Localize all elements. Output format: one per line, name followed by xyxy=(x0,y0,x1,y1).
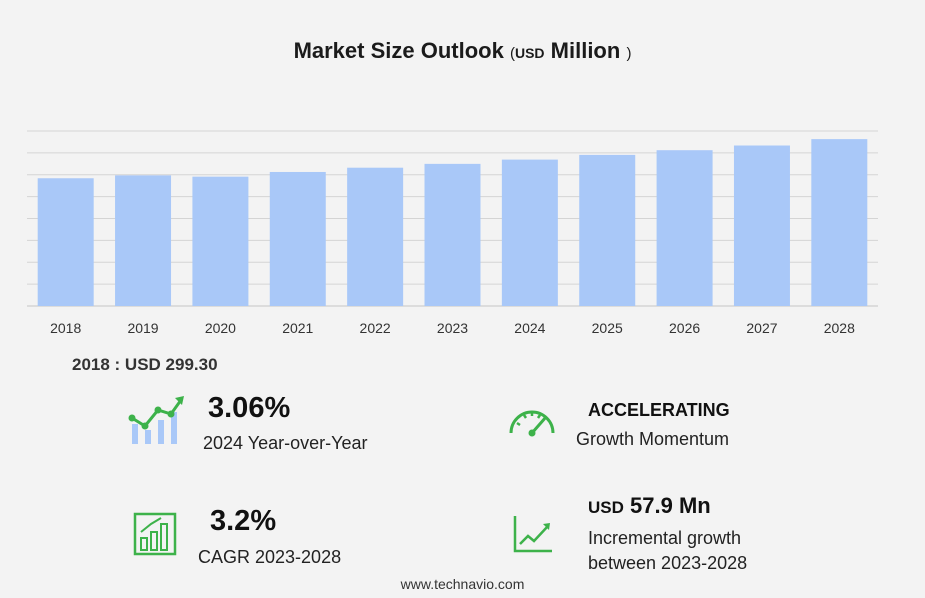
x-tick-label: 2024 xyxy=(514,320,545,336)
x-tick-label: 2028 xyxy=(824,320,855,336)
x-tick-label: 2018 xyxy=(50,320,81,336)
bar-chart: 2018 2019 2020 2021 2022 2023 2024 2025 2026 2027… xyxy=(27,130,878,336)
x-tick-label: 2019 xyxy=(127,320,158,336)
bar-2023 xyxy=(424,163,481,306)
trend-line-icon xyxy=(513,516,552,553)
x-tick-label: 2023 xyxy=(437,320,468,336)
source-footer: www.technavio.com xyxy=(400,576,525,592)
momentum-caption: Growth Momentum xyxy=(576,429,730,449)
x-tick-label: 2020 xyxy=(205,320,236,336)
title-text: Market Size Outlook xyxy=(293,38,504,63)
bar-2022 xyxy=(347,167,404,306)
cagr-caption: CAGR 2023-2028 xyxy=(198,547,342,567)
momentum-heading: ACCELERATING xyxy=(588,400,730,420)
chart-title: Market Size Outlook (USD Million ) xyxy=(0,38,925,64)
x-tick-label: 2021 xyxy=(282,320,313,336)
title-paren-open: ( xyxy=(509,45,515,62)
bar-2025 xyxy=(579,154,636,306)
bar-2021 xyxy=(269,171,326,306)
yoy-caption: 2024 Year-over-Year xyxy=(203,433,368,453)
bar-2027 xyxy=(733,145,790,306)
title-unit-scale: Million xyxy=(550,38,621,63)
x-tick-label: 2022 xyxy=(360,320,391,336)
x-tick-label: 2025 xyxy=(592,320,623,336)
bar-2018 xyxy=(37,178,94,306)
bar-2024 xyxy=(501,159,558,306)
x-axis-ticks: 2018 2019 2020 2021 2022 2023 2024 2025 2026 2027… xyxy=(50,320,855,336)
title-paren-close: ) xyxy=(626,45,632,62)
bar-2026 xyxy=(656,150,713,306)
title-unit-currency: USD xyxy=(514,45,545,61)
speedometer-icon xyxy=(509,410,555,437)
bar-2028 xyxy=(811,139,868,306)
bars xyxy=(37,139,868,306)
cagr-value: 3.2% xyxy=(210,505,277,537)
yoy-value: 3.06% xyxy=(208,392,291,424)
x-tick-label: 2026 xyxy=(669,320,700,336)
incremental-caption-line2: between 2023-2028 xyxy=(588,553,748,573)
incremental-amount: 57.9 Mn xyxy=(630,493,711,518)
bar-chart-icon xyxy=(133,512,177,556)
incremental-caption-line1: Incremental growth xyxy=(588,528,742,548)
bar-2019 xyxy=(115,175,172,306)
x-tick-label: 2027 xyxy=(746,320,777,336)
base-year-value: 2018 : USD 299.30 xyxy=(72,355,218,374)
growth-chart-icon xyxy=(128,396,184,444)
incremental-value: USD 57.9 Mn xyxy=(588,493,711,519)
bar-2020 xyxy=(192,176,249,306)
incremental-currency: USD xyxy=(588,498,624,517)
